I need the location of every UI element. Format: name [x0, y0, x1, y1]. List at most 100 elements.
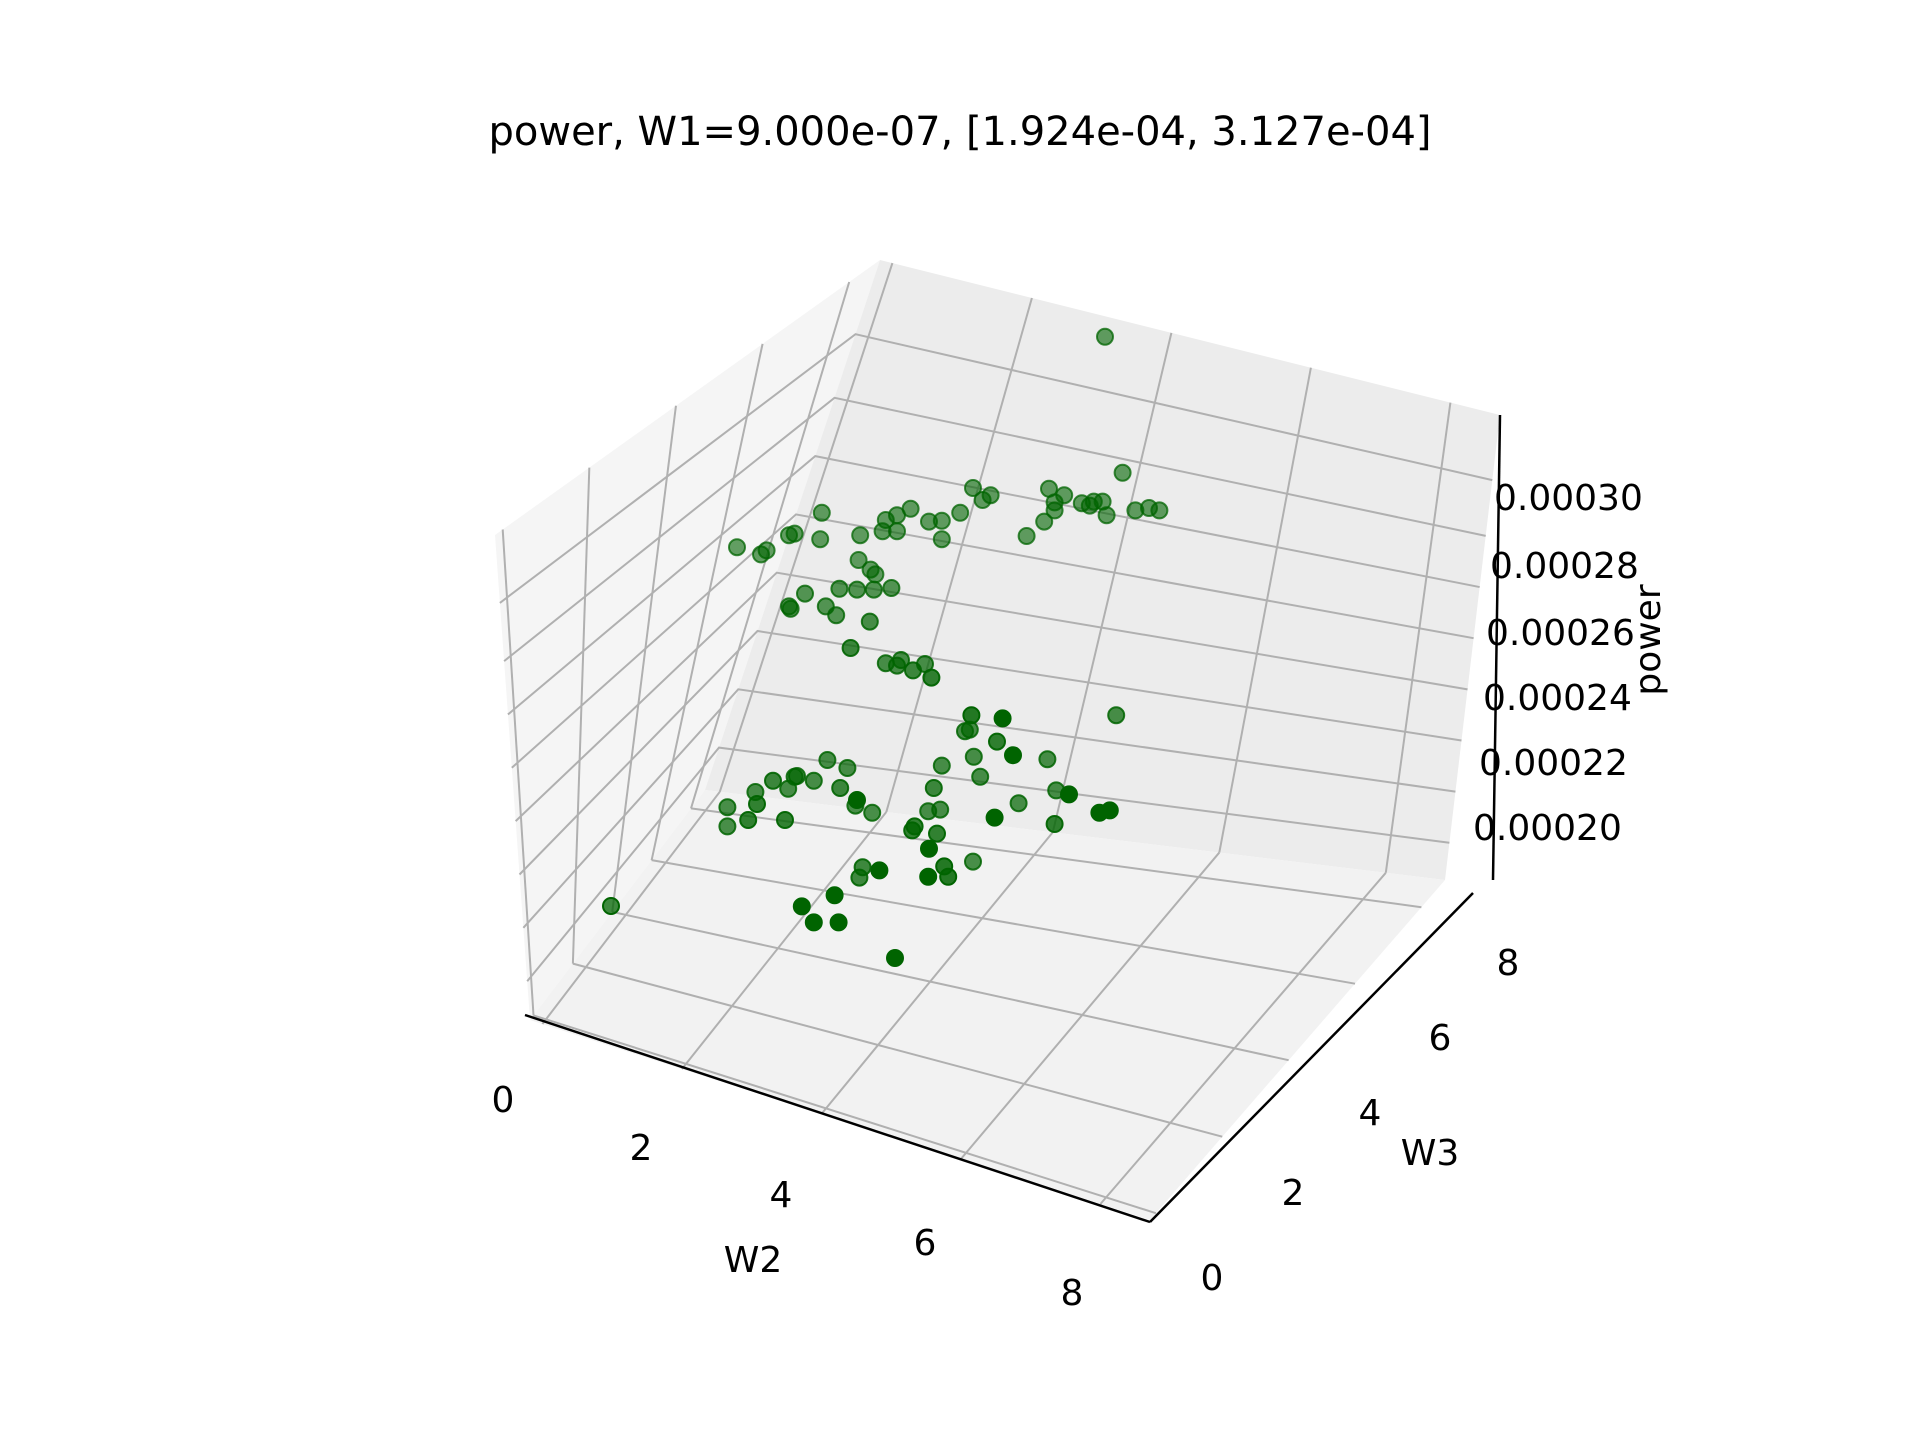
x-axis-label: W2: [724, 1240, 783, 1281]
z-grid-5: [507, 455, 1480, 716]
left-pane: [495, 260, 880, 1020]
data-point: [816, 597, 835, 616]
data-point: [951, 503, 970, 522]
y-axis-label: W3: [1401, 1133, 1460, 1174]
data-point: [739, 811, 758, 829]
grid-lines: [499, 262, 1493, 1215]
data-point: [764, 771, 782, 790]
data-point: [905, 817, 924, 836]
z-tick-label: 0.00020: [1473, 808, 1622, 849]
data-point: [849, 551, 868, 569]
axis-lines: [524, 414, 1502, 1224]
data-point: [860, 612, 879, 631]
x-axis-line: [524, 1013, 1151, 1224]
x-grid-floor-1: [681, 811, 888, 1070]
data-point: [962, 706, 981, 725]
data-point: [863, 803, 882, 822]
data-point: [964, 747, 983, 766]
data-point: [851, 526, 870, 545]
data-point: [1055, 486, 1074, 505]
data-points: [602, 327, 1169, 967]
data-point: [928, 824, 946, 843]
y-tick-label: 8: [1497, 943, 1520, 984]
data-point: [964, 479, 982, 497]
x-grid-wall-0: [718, 262, 894, 793]
data-point: [1107, 706, 1126, 725]
y-grid-floor-3: [651, 859, 1356, 985]
x-tick-label: 2: [630, 1128, 653, 1169]
x-tick-label: 8: [1061, 1273, 1084, 1314]
data-point: [825, 886, 844, 905]
data-point: [888, 522, 906, 541]
x-grid-floor-0: [541, 791, 721, 1025]
data-point: [812, 503, 831, 522]
data-point: [864, 580, 883, 599]
data-point: [818, 751, 837, 769]
x-tick-label: 6: [914, 1223, 937, 1264]
data-point: [935, 857, 954, 876]
y-tick-label: 6: [1429, 1018, 1452, 1059]
data-point: [838, 759, 857, 777]
data-point: [981, 486, 1000, 505]
y-grid-floor-4: [690, 807, 1422, 909]
x-grid-wall-2: [1051, 332, 1173, 833]
z-tick-label: 0.00030: [1494, 478, 1643, 519]
data-point: [956, 722, 974, 741]
data-point: [757, 541, 776, 560]
data-point: [829, 913, 848, 932]
y-grid-floor-1: [572, 962, 1223, 1138]
data-point: [830, 579, 849, 598]
data-point: [964, 852, 982, 871]
x-grid-floor-4: [1099, 872, 1387, 1205]
y-tick-label: 2: [1282, 1173, 1305, 1214]
data-point: [746, 783, 765, 801]
data-point: [718, 798, 737, 817]
data-point: [848, 580, 866, 599]
data-point: [1009, 794, 1028, 813]
x-grid-floor-3: [960, 851, 1221, 1160]
z-grid-0: [526, 746, 1450, 982]
data-point: [932, 756, 951, 775]
z-tick-label: 0.00028: [1490, 546, 1639, 587]
z-grid-2: [518, 629, 1462, 876]
z-tick-label: 0.00026: [1486, 613, 1635, 654]
z-grid-3: [514, 571, 1468, 822]
y-tick-label: 4: [1359, 1093, 1382, 1134]
z-grid-1: [522, 688, 1456, 929]
data-point: [932, 511, 951, 530]
data-point: [971, 767, 990, 786]
data-point: [901, 499, 920, 518]
z-tick-label: 0.00024: [1483, 678, 1632, 719]
data-point: [924, 779, 943, 797]
z-grid-6: [503, 396, 1486, 662]
floor-pane: [530, 790, 1445, 1220]
data-point: [785, 767, 804, 786]
x-tick-label: 4: [770, 1175, 793, 1216]
data-point: [861, 560, 880, 579]
data-point: [804, 771, 823, 790]
x-grid-wall-1: [885, 297, 1033, 813]
y-axis-line: [1149, 892, 1474, 1223]
data-point: [841, 639, 860, 657]
data-point: [882, 579, 901, 597]
data-point: [602, 897, 620, 915]
z-axis-label: power: [1628, 584, 1669, 695]
data-point: [1045, 815, 1064, 833]
data-point: [718, 817, 737, 836]
y-grid-wall-2: [611, 405, 677, 913]
data-point: [1100, 801, 1119, 820]
data-point: [919, 802, 938, 821]
data-point: [988, 732, 1006, 751]
data-point: [1004, 746, 1022, 765]
data-point: [792, 897, 811, 916]
data-point: [1047, 781, 1066, 800]
data-point: [785, 524, 804, 543]
data-point: [1097, 506, 1116, 525]
data-point: [728, 538, 746, 557]
data-point: [870, 861, 889, 880]
x-grid-floor-2: [820, 831, 1054, 1115]
data-point: [831, 779, 850, 797]
data-point: [1035, 512, 1054, 531]
z-grid-4: [511, 513, 1474, 769]
